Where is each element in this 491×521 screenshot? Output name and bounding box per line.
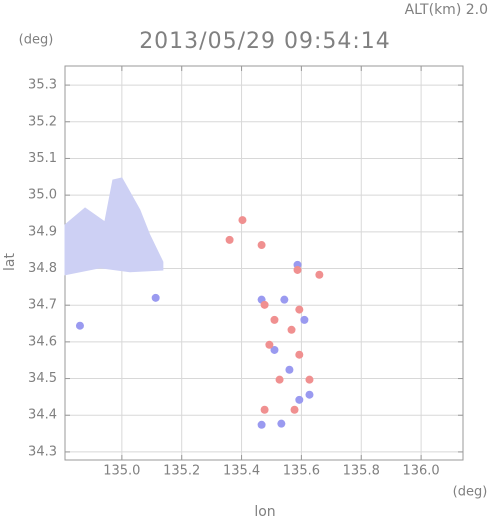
echo-point bbox=[285, 365, 294, 374]
echo-point bbox=[280, 295, 289, 304]
echo-point bbox=[260, 300, 269, 309]
echo-point bbox=[315, 270, 324, 279]
y-tick-label: 35.1 bbox=[28, 151, 57, 166]
echo-point bbox=[295, 305, 304, 314]
y-label: lat bbox=[2, 253, 18, 271]
echo-point bbox=[277, 419, 286, 428]
echo-point bbox=[257, 420, 266, 429]
x-label: lon bbox=[254, 504, 275, 520]
echo-point bbox=[260, 405, 269, 414]
echo-point bbox=[238, 216, 247, 225]
echo-point bbox=[295, 395, 304, 404]
y-tick-label: 34.5 bbox=[28, 371, 57, 386]
x-tick-label: 135.6 bbox=[283, 464, 320, 479]
echo-point bbox=[270, 315, 279, 324]
echo-point bbox=[151, 293, 160, 302]
y-tick-label: 34.8 bbox=[28, 261, 57, 276]
x-tick-label: 135.2 bbox=[163, 464, 200, 479]
echo-point bbox=[305, 375, 314, 384]
x-tick-label: 136.0 bbox=[402, 464, 439, 479]
y-tick-label: 35.2 bbox=[28, 114, 57, 129]
echo-point bbox=[225, 235, 234, 244]
echo-point bbox=[300, 315, 309, 324]
y-tick-label: 34.7 bbox=[28, 298, 57, 313]
echo-point bbox=[287, 325, 296, 334]
echo-point bbox=[270, 345, 279, 354]
y-tick-label: 35.0 bbox=[28, 188, 57, 203]
x-unit: (deg) bbox=[453, 485, 488, 500]
y-unit: (deg) bbox=[19, 33, 54, 48]
x-tick-label: 135.8 bbox=[343, 464, 380, 479]
x-tick-label: 135.0 bbox=[103, 464, 140, 479]
echo-point bbox=[295, 350, 304, 359]
echo-point bbox=[75, 321, 84, 330]
subtitle: ALT(km) 2.0 bbox=[405, 2, 488, 18]
x-tick-label: 135.4 bbox=[223, 464, 260, 479]
y-tick-label: 35.3 bbox=[28, 78, 57, 93]
y-tick-label: 34.9 bbox=[28, 224, 57, 239]
echo-point bbox=[265, 340, 274, 349]
echo-point bbox=[257, 241, 266, 250]
echo-point bbox=[293, 265, 302, 274]
echo-area bbox=[64, 177, 164, 276]
echo-point bbox=[275, 375, 284, 384]
echo-point bbox=[305, 390, 314, 399]
chart-title: 2013/05/29 09:54:14 bbox=[139, 29, 391, 54]
y-tick-label: 34.6 bbox=[28, 334, 57, 349]
echo-point bbox=[290, 405, 299, 414]
y-tick-label: 34.3 bbox=[28, 444, 57, 459]
y-tick-label: 34.4 bbox=[28, 408, 57, 423]
